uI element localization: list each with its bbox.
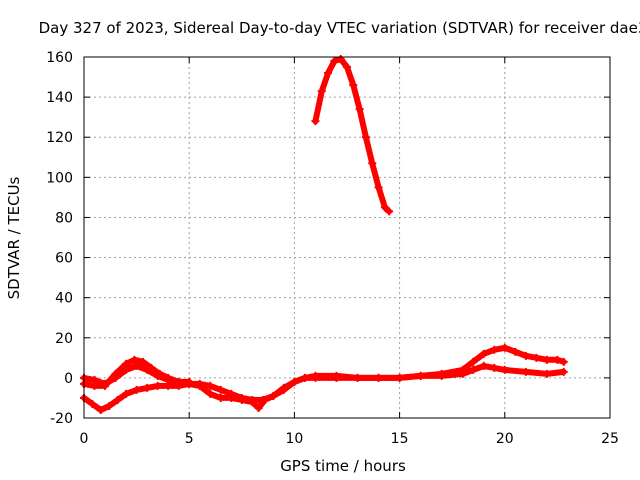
data-point xyxy=(300,373,309,382)
series-track-c xyxy=(80,361,194,388)
data-point xyxy=(174,377,183,386)
y-tick-label: 160 xyxy=(46,50,73,66)
data-point xyxy=(260,395,269,404)
data-point xyxy=(227,393,236,402)
x-tick-label: 5 xyxy=(185,431,194,447)
data-point xyxy=(374,373,383,382)
data-point xyxy=(130,355,139,364)
data-point xyxy=(353,373,362,382)
data-point xyxy=(195,381,204,390)
data-point xyxy=(416,371,425,380)
data-point xyxy=(143,365,152,374)
data-point xyxy=(122,389,131,398)
data-point xyxy=(479,361,488,370)
data-point xyxy=(113,395,122,404)
data-point xyxy=(311,117,320,126)
data-point xyxy=(185,377,194,386)
data-point xyxy=(324,69,333,78)
data-point xyxy=(469,365,478,374)
data-point xyxy=(206,389,215,398)
data-point xyxy=(368,159,377,168)
plot-frame xyxy=(83,56,611,419)
data-point xyxy=(385,207,394,216)
data-point xyxy=(290,377,299,386)
x-tick-label: 20 xyxy=(496,431,514,447)
data-point xyxy=(216,393,225,402)
data-point xyxy=(164,375,173,384)
data-point xyxy=(269,391,278,400)
data-point xyxy=(490,345,499,354)
axis-ticks: 0 5 10 15 20 25 -20 0 20 40 60 80 100 120 140 160 xyxy=(46,50,619,447)
y-tick-label: 40 xyxy=(55,291,73,307)
data-point xyxy=(254,403,263,412)
data-point xyxy=(437,371,446,380)
data-point xyxy=(380,203,389,212)
data-points xyxy=(80,55,568,414)
data-point xyxy=(90,375,99,384)
data-point xyxy=(559,357,568,366)
data-point xyxy=(153,381,162,390)
grid xyxy=(84,57,610,418)
data-point xyxy=(317,87,326,96)
y-tick-label: 120 xyxy=(46,130,73,146)
data-point xyxy=(479,349,488,358)
data-point xyxy=(374,183,383,192)
data-point xyxy=(395,373,404,382)
data-point xyxy=(511,347,520,356)
data-point xyxy=(542,355,551,364)
y-tick-label: 80 xyxy=(55,210,73,226)
y-tick-label: 140 xyxy=(46,90,73,106)
data-point xyxy=(336,55,345,64)
series-arc-high xyxy=(311,55,394,216)
data-point xyxy=(469,357,478,366)
x-tick-label: 10 xyxy=(285,431,303,447)
data-point xyxy=(458,369,467,378)
data-point xyxy=(532,353,541,362)
y-tick-label: -20 xyxy=(50,411,73,427)
data-point xyxy=(206,381,215,390)
x-axis-label: GPS time / hours xyxy=(280,457,406,475)
data-point xyxy=(361,133,370,142)
data-point xyxy=(521,351,530,360)
data-point xyxy=(500,343,509,352)
y-tick-label: 20 xyxy=(55,331,73,347)
data-point xyxy=(237,395,246,404)
data-point xyxy=(143,383,152,392)
data-point xyxy=(132,385,141,394)
data-point xyxy=(521,367,530,376)
data-point xyxy=(153,371,162,380)
data-point xyxy=(138,357,147,366)
data-point xyxy=(332,373,341,382)
y-tick-label: 60 xyxy=(55,251,73,267)
data-point xyxy=(132,361,141,370)
data-point xyxy=(248,397,257,406)
x-tick-label: 25 xyxy=(601,431,619,447)
data-point xyxy=(542,369,551,378)
chart-title: Day 327 of 2023, Sidereal Day-to-day VTE… xyxy=(39,19,640,37)
data-point xyxy=(559,367,568,376)
data-point xyxy=(96,405,105,414)
data-point xyxy=(111,373,120,382)
data-point xyxy=(101,379,110,388)
data-point xyxy=(330,57,339,66)
data-point xyxy=(349,81,358,90)
data-point xyxy=(500,365,509,374)
data-point xyxy=(553,355,562,364)
data-point xyxy=(355,105,364,114)
y-tick-label: 100 xyxy=(46,170,73,186)
data-point xyxy=(216,385,225,394)
y-tick-label: 0 xyxy=(64,371,73,387)
data-point xyxy=(311,373,320,382)
data-point xyxy=(122,365,131,374)
x-tick-label: 0 xyxy=(80,431,89,447)
y-axis-label: SDTVAR / TECUs xyxy=(5,176,23,299)
data-point xyxy=(343,63,351,72)
data-point xyxy=(88,399,97,408)
data-point xyxy=(490,363,499,372)
data-point xyxy=(105,401,114,410)
x-tick-label: 15 xyxy=(391,431,409,447)
data-point xyxy=(279,385,288,394)
